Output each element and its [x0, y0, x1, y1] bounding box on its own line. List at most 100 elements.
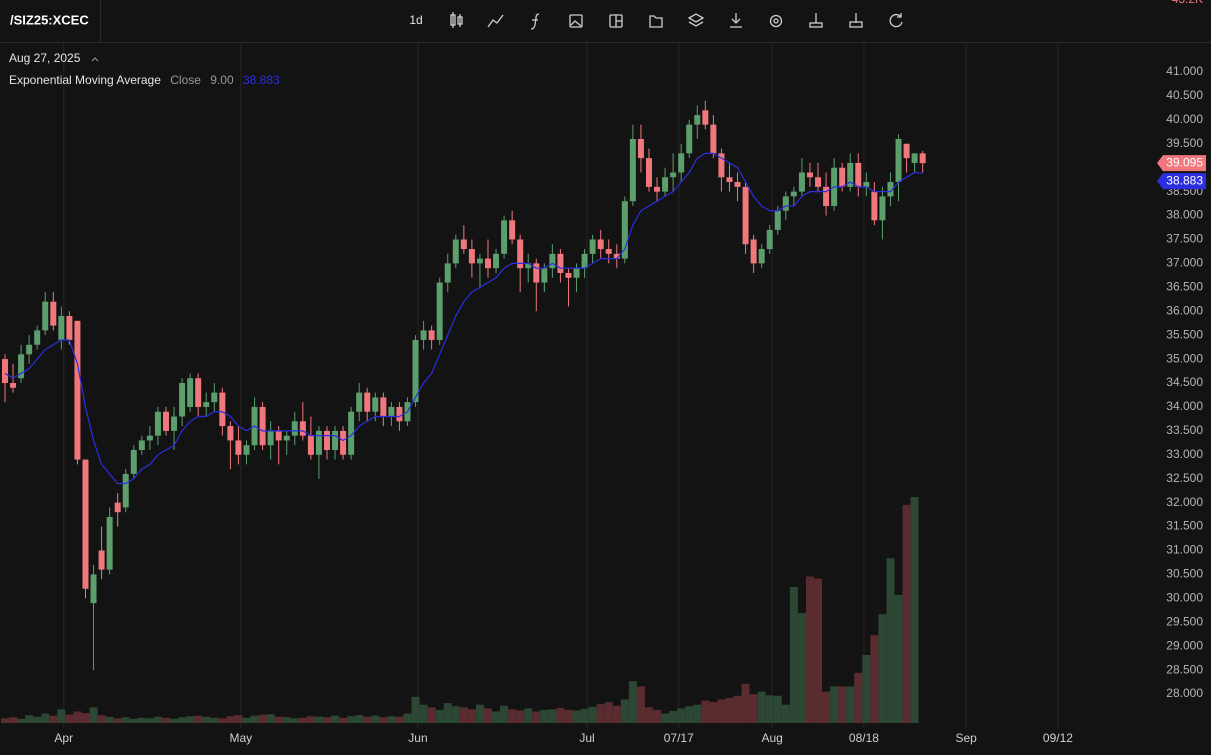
x-tick-label: Apr [54, 731, 73, 745]
candle-body [332, 430, 339, 451]
settings-button[interactable] [769, 14, 783, 28]
candle-body [291, 421, 298, 436]
volume-bar [290, 718, 299, 723]
volume-bar [620, 699, 629, 723]
volume-bar [234, 715, 243, 723]
x-tick-label: Sep [955, 731, 977, 745]
layout-button[interactable] [609, 14, 623, 28]
y-tick-label: 30.000 [1166, 591, 1203, 605]
interval-button[interactable]: 1d [409, 13, 422, 27]
candle-body [203, 402, 210, 407]
draw-tool-b[interactable] [849, 13, 863, 28]
symbol[interactable]: /SIZ25:XCEC [10, 12, 89, 27]
volume-bar [9, 717, 18, 723]
volume-bar [500, 705, 509, 723]
volume-bar [467, 709, 476, 723]
candle-body [307, 435, 314, 455]
legend-collapse[interactable] [91, 57, 99, 62]
candle-body [66, 316, 73, 340]
volume-bar [186, 716, 195, 723]
candle-body [235, 440, 242, 455]
volume-bar [331, 715, 340, 723]
volume-bar [427, 707, 436, 723]
volume-bar [894, 594, 903, 723]
y-tick-label: 32.000 [1166, 495, 1203, 509]
candle-body [694, 115, 701, 125]
function-button[interactable] [530, 13, 540, 30]
candle-body [549, 253, 556, 269]
candle-body [629, 138, 636, 202]
volume-bar [677, 708, 686, 723]
volume-bar [226, 716, 235, 723]
volume-bar [153, 716, 162, 723]
volume-bar [548, 709, 557, 723]
volume-bar [805, 576, 814, 723]
volume-bar [717, 699, 726, 723]
candle-body [283, 435, 290, 441]
volume-bar [194, 715, 203, 723]
candle-body [388, 406, 395, 417]
candle-body [171, 416, 178, 431]
refresh-button[interactable] [889, 13, 903, 28]
folder-button[interactable] [649, 15, 663, 28]
candle-body [678, 153, 685, 173]
volume-bar [669, 710, 678, 723]
candle-type-button[interactable] [450, 12, 463, 28]
volume-bar [789, 586, 798, 723]
candle-body [645, 158, 652, 187]
y-tick-label: 36.000 [1166, 303, 1203, 317]
indicator-button[interactable] [487, 14, 504, 28]
candle-body [396, 406, 403, 422]
image-button[interactable] [569, 14, 583, 28]
layers-button[interactable] [687, 13, 705, 27]
volume-bar [596, 704, 605, 723]
y-tick-label: 28.500 [1166, 662, 1203, 676]
download-button[interactable] [730, 13, 742, 28]
volume-bar [741, 683, 750, 723]
volume-bar [25, 715, 34, 723]
candle-body [774, 210, 781, 230]
draw-tool-a[interactable] [809, 13, 823, 28]
volume-label: 43.2K [1172, 0, 1203, 6]
y-tick-label: 29.000 [1166, 638, 1203, 652]
candle-body [154, 411, 161, 436]
candles [1, 100, 926, 671]
ema-name: Exponential Moving Average [9, 73, 161, 87]
candle-body [460, 239, 467, 250]
candle-body [686, 124, 693, 154]
candle-body [501, 220, 508, 254]
volume-bar [854, 672, 863, 723]
volume-bar [411, 696, 420, 723]
candle-body [58, 316, 65, 340]
candle-body [613, 253, 620, 259]
volume-bar [105, 716, 114, 723]
volume-bar [492, 711, 501, 723]
volume-bar [121, 717, 130, 723]
volume-bar [910, 497, 919, 723]
volume-bar [89, 707, 98, 723]
candle-body [863, 182, 870, 187]
x-tick-label: 08/18 [849, 731, 879, 745]
y-tick-label: 34.000 [1166, 399, 1203, 413]
candle-body [146, 435, 153, 441]
candle-body [815, 177, 822, 187]
y-tick-label: 38.000 [1166, 208, 1203, 222]
ema-price-label: 38.883 [1166, 173, 1203, 187]
ema-line [4, 152, 923, 485]
volume-bar [862, 654, 871, 723]
candle-body [122, 473, 129, 508]
volume-bar [564, 709, 573, 723]
candle-body [42, 301, 49, 331]
volume-bar [161, 717, 170, 723]
candle-body [895, 138, 902, 183]
x-tick-label: 09/12 [1043, 731, 1073, 745]
candle-body [348, 411, 355, 455]
volume-bar [258, 714, 267, 723]
volume-bar [210, 717, 219, 723]
legend-ema: Exponential Moving Average Close 9.00 38… [9, 73, 280, 87]
volume-bar [387, 716, 396, 723]
candle-body [710, 124, 717, 154]
volume-bar [508, 709, 517, 723]
candle-body [179, 383, 186, 417]
ema-last-value: 38.883 [243, 73, 280, 87]
